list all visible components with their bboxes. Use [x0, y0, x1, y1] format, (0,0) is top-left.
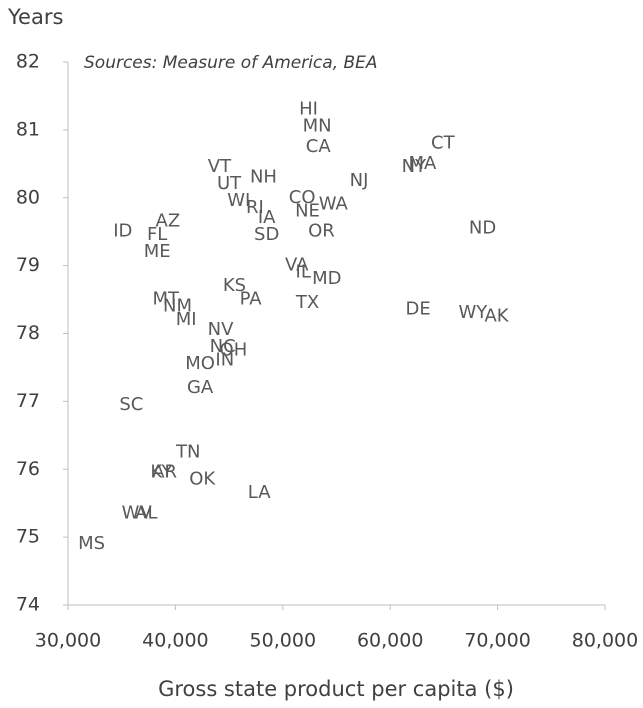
point-label: IA	[258, 207, 276, 228]
point-label: MA	[408, 153, 437, 174]
point-label: OK	[189, 468, 216, 489]
point-label: ME	[144, 241, 171, 262]
point-label: NM	[163, 295, 192, 316]
point-label: WI	[227, 190, 250, 211]
point-label: UT	[217, 173, 242, 194]
point-label: WA	[319, 194, 349, 215]
point-label: NH	[250, 166, 277, 187]
y-tick-label: 82	[16, 51, 40, 73]
point-label: IL	[296, 261, 311, 282]
point-label: MO	[185, 353, 215, 374]
y-tick-label: 80	[16, 186, 40, 208]
point-label: CA	[306, 136, 332, 157]
y-tick-label: 77	[16, 390, 40, 412]
point-label: ND	[469, 217, 496, 238]
y-tick-label: 78	[16, 322, 40, 344]
point-label: DE	[406, 299, 431, 320]
y-tick-label: 74	[16, 594, 40, 616]
point-label: MD	[312, 268, 341, 289]
y-tick-label: 75	[16, 526, 40, 548]
y-tick-label: 79	[16, 254, 40, 276]
x-tick-label: 80,000	[572, 630, 638, 652]
point-label: FL	[147, 224, 167, 245]
x-tick-label: 60,000	[357, 630, 423, 652]
point-label: AL	[135, 502, 157, 523]
point-label: WY	[458, 302, 488, 323]
x-axis-title: Gross state product per capita ($)	[158, 677, 514, 701]
point-label: NY	[402, 156, 427, 177]
point-label: GA	[187, 377, 214, 398]
point-label: MS	[78, 533, 105, 554]
point-label: TX	[295, 292, 319, 313]
point-label: MN	[303, 115, 332, 136]
point-label: PA	[240, 289, 263, 310]
point-label: NC	[210, 336, 236, 357]
point-label: NE	[295, 200, 320, 221]
y-tick-label: 81	[16, 118, 40, 140]
y-tick-label: 76	[16, 458, 40, 480]
point-label: AZ	[156, 211, 181, 232]
point-label: MI	[176, 309, 197, 330]
point-label: IN	[215, 350, 234, 371]
point-label: CT	[431, 132, 456, 153]
point-label: WV	[122, 502, 153, 523]
point-label: CO	[289, 187, 316, 208]
point-label: KS	[223, 275, 246, 296]
point-label: TN	[175, 441, 200, 462]
x-tick-label: 30,000	[35, 630, 101, 652]
x-tick-label: 70,000	[464, 630, 530, 652]
point-label: ID	[113, 221, 132, 242]
point-label: HI	[299, 99, 318, 120]
point-label: AR	[152, 462, 177, 483]
x-tick-label: 40,000	[142, 630, 208, 652]
point-label: SC	[119, 394, 143, 415]
point-label: VT	[208, 156, 232, 177]
point-label: VA	[285, 255, 309, 276]
point-label: OH	[220, 339, 248, 360]
point-label: KY	[150, 462, 173, 483]
point-label: RI	[246, 197, 264, 218]
point-label: NV	[208, 319, 234, 340]
point-label: AK	[484, 306, 509, 327]
point-label: LA	[248, 482, 271, 503]
subtitle: Sources: Measure of America, BEA	[84, 53, 378, 73]
point-label: SD	[254, 224, 279, 245]
point-label: MT	[152, 289, 180, 310]
y-axis-title: Years	[7, 5, 63, 29]
point-label: NJ	[350, 170, 369, 191]
point-label: OR	[308, 221, 335, 242]
x-tick-label: 50,000	[250, 630, 316, 652]
